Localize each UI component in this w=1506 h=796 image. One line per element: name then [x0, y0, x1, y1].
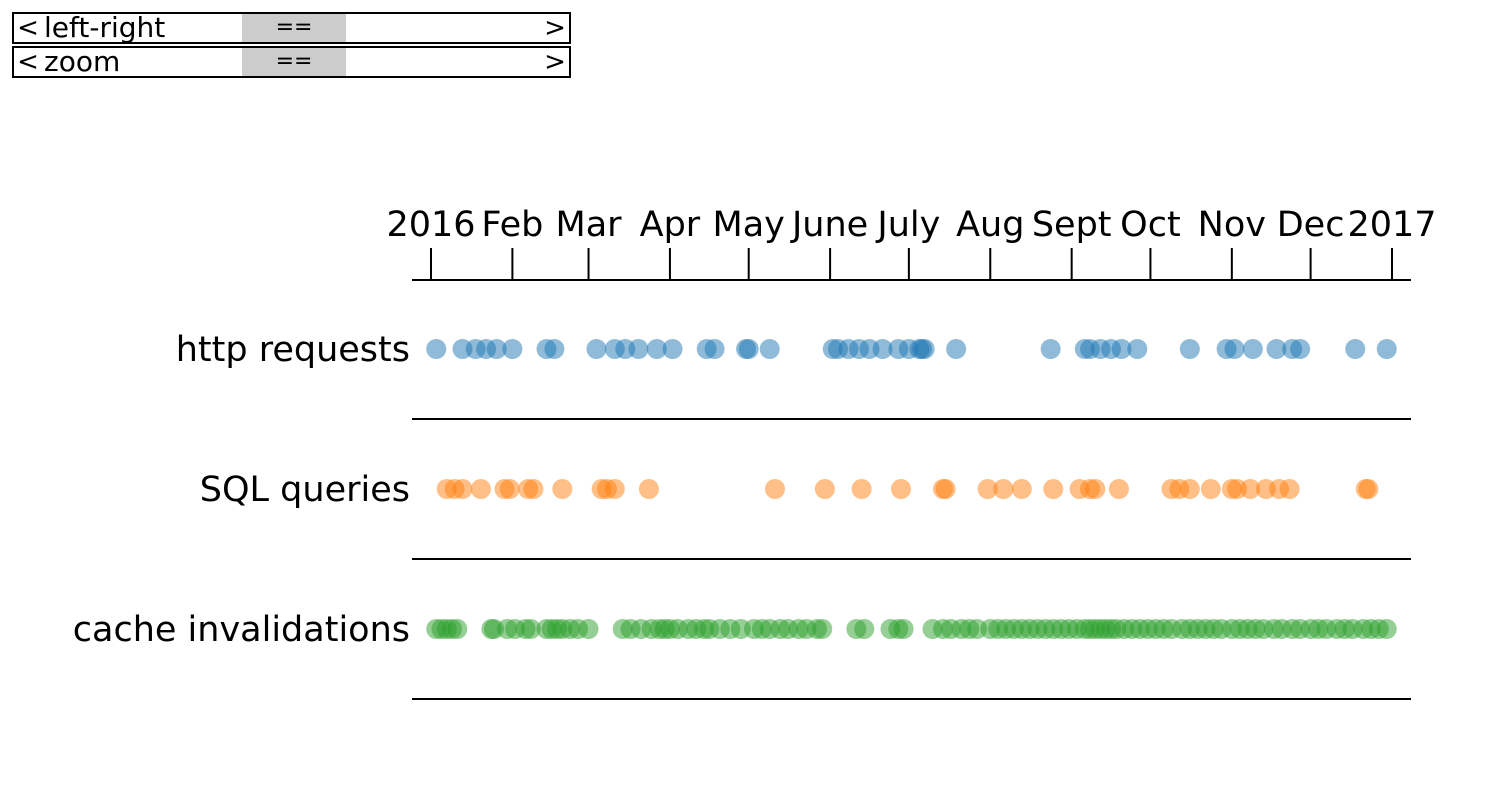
- pan-slider-label: left-right: [44, 11, 166, 44]
- event-point[interactable]: [426, 339, 447, 359]
- axis-tick-label: May: [713, 205, 785, 245]
- axis-tick-label: Sept: [1032, 205, 1112, 245]
- event-point[interactable]: [1111, 339, 1132, 359]
- event-point[interactable]: [890, 479, 911, 499]
- event-point[interactable]: [812, 619, 833, 639]
- event-point[interactable]: [502, 339, 523, 359]
- zoom-slider[interactable]: < zoom == >: [12, 46, 571, 78]
- event-point[interactable]: [738, 339, 759, 359]
- event-point[interactable]: [1242, 339, 1263, 359]
- event-point[interactable]: [544, 339, 565, 359]
- axis-tick-label: 2017: [1347, 205, 1436, 245]
- event-point[interactable]: [1345, 339, 1366, 359]
- event-point[interactable]: [872, 339, 893, 359]
- zoom-left-button[interactable]: <: [17, 47, 39, 77]
- series-label: SQL queries: [200, 470, 410, 510]
- event-point[interactable]: [452, 479, 473, 499]
- zoom-right-button[interactable]: >: [544, 47, 566, 77]
- event-point[interactable]: [946, 339, 967, 359]
- event-point[interactable]: [1290, 339, 1311, 359]
- event-point[interactable]: [552, 479, 573, 499]
- event-point[interactable]: [1240, 479, 1261, 499]
- axis-tick-label: 2016: [386, 205, 475, 245]
- event-point[interactable]: [1179, 479, 1200, 499]
- time-axis: 2016 Feb Mar Apr May June July Aug Sept Oct Nov Dec…: [386, 205, 1437, 281]
- pan-right-button[interactable]: >: [544, 13, 566, 43]
- event-point[interactable]: [893, 619, 914, 639]
- event-point[interactable]: [851, 479, 872, 499]
- axis-tick-label: Apr: [640, 205, 701, 245]
- event-point[interactable]: [914, 339, 935, 359]
- zoom-slider-thumb[interactable]: ==: [242, 48, 346, 76]
- event-point[interactable]: [1179, 339, 1200, 359]
- event-point[interactable]: [759, 339, 780, 359]
- event-point[interactable]: [1108, 479, 1129, 499]
- event-point[interactable]: [1266, 339, 1287, 359]
- series-row: http requests: [176, 330, 1411, 420]
- event-point[interactable]: [447, 619, 468, 639]
- event-point[interactable]: [1085, 479, 1106, 499]
- axis-tick-label: Mar: [556, 205, 623, 245]
- event-point[interactable]: [1224, 339, 1245, 359]
- event-point[interactable]: [814, 479, 835, 499]
- event-point[interactable]: [646, 339, 667, 359]
- zoom-slider-label: zoom: [44, 45, 121, 78]
- event-point[interactable]: [1279, 479, 1300, 499]
- event-point[interactable]: [1200, 479, 1221, 499]
- axis-tick-label: Aug: [956, 205, 1024, 245]
- event-point[interactable]: [854, 619, 875, 639]
- event-point[interactable]: [520, 619, 541, 639]
- event-point[interactable]: [935, 479, 956, 499]
- event-point[interactable]: [1043, 479, 1064, 499]
- event-point[interactable]: [1011, 479, 1032, 499]
- axis-tick-label: June: [790, 205, 868, 245]
- axis-tick-label: Nov: [1198, 205, 1266, 245]
- axis-tick-label: Oct: [1120, 205, 1181, 245]
- event-point[interactable]: [662, 339, 683, 359]
- event-point[interactable]: [1127, 339, 1148, 359]
- event-point[interactable]: [586, 339, 607, 359]
- series-row: SQL queries: [200, 470, 1411, 560]
- event-point[interactable]: [486, 339, 507, 359]
- event-point[interactable]: [993, 479, 1014, 499]
- event-point[interactable]: [604, 479, 625, 499]
- event-point[interactable]: [1376, 339, 1397, 359]
- event-point[interactable]: [1358, 479, 1379, 499]
- event-point[interactable]: [470, 479, 491, 499]
- series-label: cache invalidations: [73, 610, 410, 650]
- pan-slider-thumb[interactable]: ==: [242, 14, 346, 42]
- event-point[interactable]: [523, 479, 544, 499]
- event-point[interactable]: [764, 479, 785, 499]
- event-point[interactable]: [578, 619, 599, 639]
- axis-tick-label: Feb: [481, 205, 543, 245]
- event-point[interactable]: [1040, 339, 1061, 359]
- series-row: cache invalidations: [73, 610, 1411, 700]
- pan-left-button[interactable]: <: [17, 13, 39, 43]
- event-point[interactable]: [977, 479, 998, 499]
- axis-tick-label: July: [875, 205, 940, 245]
- event-point[interactable]: [499, 479, 520, 499]
- event-point[interactable]: [1376, 619, 1397, 639]
- axis-tick-label: Dec: [1277, 205, 1345, 245]
- event-point[interactable]: [638, 479, 659, 499]
- pan-slider[interactable]: < left-right == >: [12, 12, 571, 44]
- event-point[interactable]: [628, 339, 649, 359]
- event-point[interactable]: [704, 339, 725, 359]
- event-rows: http requests SQL queries cache invalidati…: [73, 330, 1411, 700]
- series-label: http requests: [176, 330, 410, 370]
